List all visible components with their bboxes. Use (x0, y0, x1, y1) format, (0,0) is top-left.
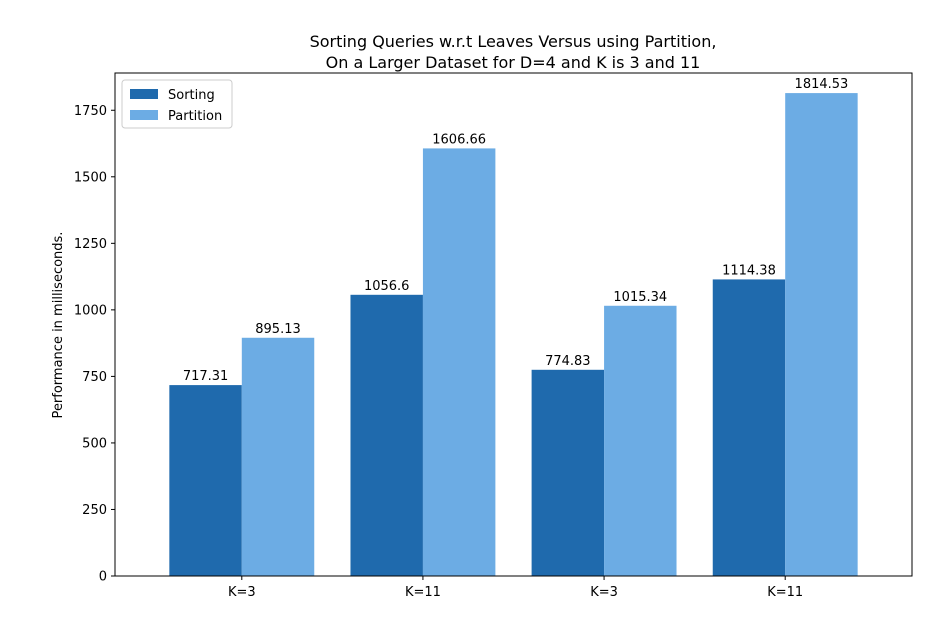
y-tick-label-5: 1250 (74, 237, 107, 252)
y-axis-ticks: 0 250 500 750 1000 1250 1500 1750 (74, 104, 115, 585)
bar-partition-0 (241, 337, 315, 576)
data-label-sorting-3: 1114.38 (722, 263, 776, 278)
data-labels-group: 717.31 1056.6 774.83 1114.38 895.13 1606.66 10… (183, 77, 848, 384)
data-label-partition-2: 1015.34 (613, 290, 667, 305)
legend-label-partition: Partition (168, 109, 222, 124)
legend-swatch-partition (130, 110, 158, 120)
plot-frame (114, 72, 913, 577)
x-tick-label-2: K=3 (590, 585, 618, 600)
data-label-partition-1: 1606.66 (432, 132, 486, 147)
chart-title-line-2: On a Larger Dataset for D=4 and K is 3 a… (326, 53, 701, 72)
x-tick-label-3: K=11 (767, 585, 803, 600)
y-tick-label-0: 0 (99, 570, 107, 585)
chart-title: Sorting Queries w.r.t Leaves Versus usin… (310, 32, 717, 72)
y-tick-label-3: 750 (82, 370, 107, 385)
bar-sorting-2 (531, 369, 605, 576)
legend: Sorting Partition (121, 79, 233, 129)
bar-sorting-1 (350, 294, 423, 576)
y-axis-label: Performance in milliseconds. (51, 232, 66, 419)
x-tick-label-1: K=11 (405, 585, 441, 600)
bar-partition-3 (785, 93, 858, 576)
legend-swatch-sorting (130, 89, 158, 99)
bar-partition-1 (422, 148, 496, 576)
bar-sorting-0 (169, 385, 242, 576)
chart-title-line-1: Sorting Queries w.r.t Leaves Versus usin… (310, 32, 717, 51)
bar-sorting-3 (712, 279, 786, 576)
x-tick-label-0: K=3 (228, 585, 256, 600)
data-label-sorting-0: 717.31 (183, 369, 229, 384)
legend-label-sorting: Sorting (168, 88, 215, 103)
y-tick-label-7: 1750 (74, 104, 107, 119)
y-tick-label-2: 500 (82, 436, 107, 451)
y-tick-label-6: 1500 (74, 170, 107, 185)
y-tick-label-1: 250 (82, 503, 107, 518)
y-tick-label-4: 1000 (74, 303, 107, 318)
bars-group (169, 93, 858, 576)
x-axis-ticks: K=3 K=11 K=3 K=11 (228, 576, 803, 600)
data-label-partition-3: 1814.53 (795, 77, 849, 92)
data-label-partition-0: 895.13 (255, 322, 301, 337)
data-label-sorting-1: 1056.6 (364, 279, 410, 294)
bar-partition-2 (604, 305, 677, 576)
data-label-sorting-2: 774.83 (545, 354, 591, 369)
